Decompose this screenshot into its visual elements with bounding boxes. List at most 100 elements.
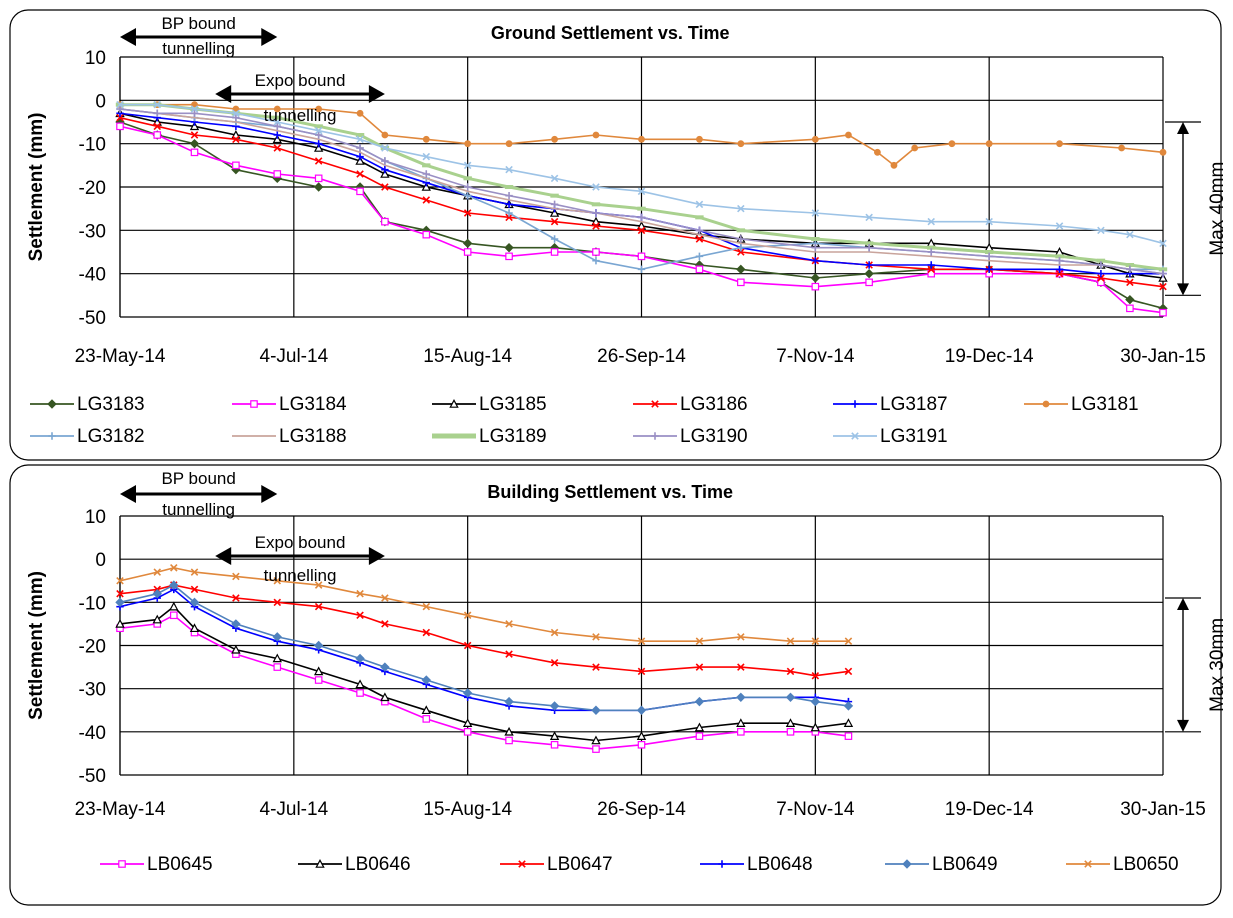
data-point [115,597,125,608]
data-point [1158,273,1168,282]
legend-label: LG3188 [279,426,347,447]
legend-item: LG3187 [833,394,948,415]
data-point [314,676,323,684]
data-point [550,659,559,667]
legend-marker [902,859,912,869]
chart-frame [9,464,1222,906]
data-point [153,122,162,131]
data-point [637,226,646,235]
data-point [314,139,323,148]
data-point [505,165,513,174]
data-point [232,109,240,118]
data-point [550,628,559,637]
y-tick-label: 10 [85,507,106,528]
y-tick-label: 0 [95,550,106,571]
data-point [786,667,795,676]
chart-panel-2: 10 0 -10 -20 -30 -40 -50 23-May-14 4-Jul-14 15-Au… [9,464,1228,906]
data-point [314,581,323,589]
x-tick-label: 4-Jul-14 [260,346,329,367]
x-tick-label: 4-Jul-14 [260,799,329,820]
data-point [463,176,472,181]
data-point [591,202,601,207]
legend-marker [518,860,526,868]
data-point [948,140,956,148]
phase-annotation: BP bound tunnelling [120,14,278,58]
data-point [422,170,430,178]
data-point [504,696,514,707]
series-line [119,605,849,742]
data-point [890,161,898,169]
data-point [695,265,704,274]
series-line [119,112,1164,279]
data-point [170,611,178,620]
data-point [355,133,365,137]
data-point [1125,263,1135,267]
data-point [550,200,559,209]
data-point [811,637,820,645]
data-point [592,131,600,139]
data-point [810,696,821,707]
phase-label-line: BP bound [161,469,235,488]
data-point [189,121,200,131]
data-point [785,692,796,703]
data-point [272,632,282,642]
legend-label: LB0645 [147,854,213,875]
data-point [189,138,200,149]
data-point [356,589,364,598]
data-point [592,663,600,671]
series-line [120,103,1164,271]
data-point [462,238,473,249]
data-point [737,278,745,287]
data-point [504,726,514,736]
legend-label: LG3189 [479,426,547,447]
x-tick-label: 26-Sep-14 [597,799,686,820]
data-point [927,248,935,256]
legend-label: LG3190 [680,426,748,447]
legend-marker [48,432,56,440]
data-point [232,135,240,144]
phase-label: BP bound tunnelling [161,14,235,58]
data-point [313,640,324,651]
data-point [864,241,874,246]
legend-item: LB0650 [1066,854,1179,875]
data-point [550,217,559,226]
data-point [694,722,705,732]
arrow-left-icon [120,485,136,503]
data-point [637,740,646,749]
data-point [811,135,819,143]
data-point [463,183,472,191]
data-point [811,671,820,680]
data-point [1097,226,1105,235]
data-point [550,235,559,243]
series-LG3188 [119,108,1164,275]
legend-marker [651,432,659,440]
arrow-right-icon [261,485,278,503]
data-point [505,200,513,209]
y-tick-label: -10 [79,135,106,156]
y-tick-label: -10 [79,593,106,614]
y-tick-label: -20 [79,637,106,658]
data-point [313,182,324,192]
legend-label: LB0650 [1113,854,1179,875]
series-line [119,125,1164,314]
data-point [737,204,745,213]
series-line [119,566,849,643]
data-point [927,217,935,226]
series-line [119,584,849,712]
data-point [463,641,472,650]
data-point [874,148,881,156]
data-point [591,705,601,715]
y-tick-label: 10 [85,48,106,69]
chart-panel-1: 10 0 -10 -20 -30 -40 -50 23-May-14 4-Jul-14 15-Au… [9,9,1228,461]
legend-label: LB0648 [747,854,813,875]
data-point [1055,256,1064,265]
legend-item: LG3189 [432,426,547,447]
arrow-right-icon [368,547,385,565]
data-point [116,589,124,598]
data-point [273,576,282,585]
legend-marker [1042,400,1050,408]
data-point [637,213,646,222]
data-point [592,745,600,753]
data-point [231,619,241,629]
data-point [190,109,199,118]
